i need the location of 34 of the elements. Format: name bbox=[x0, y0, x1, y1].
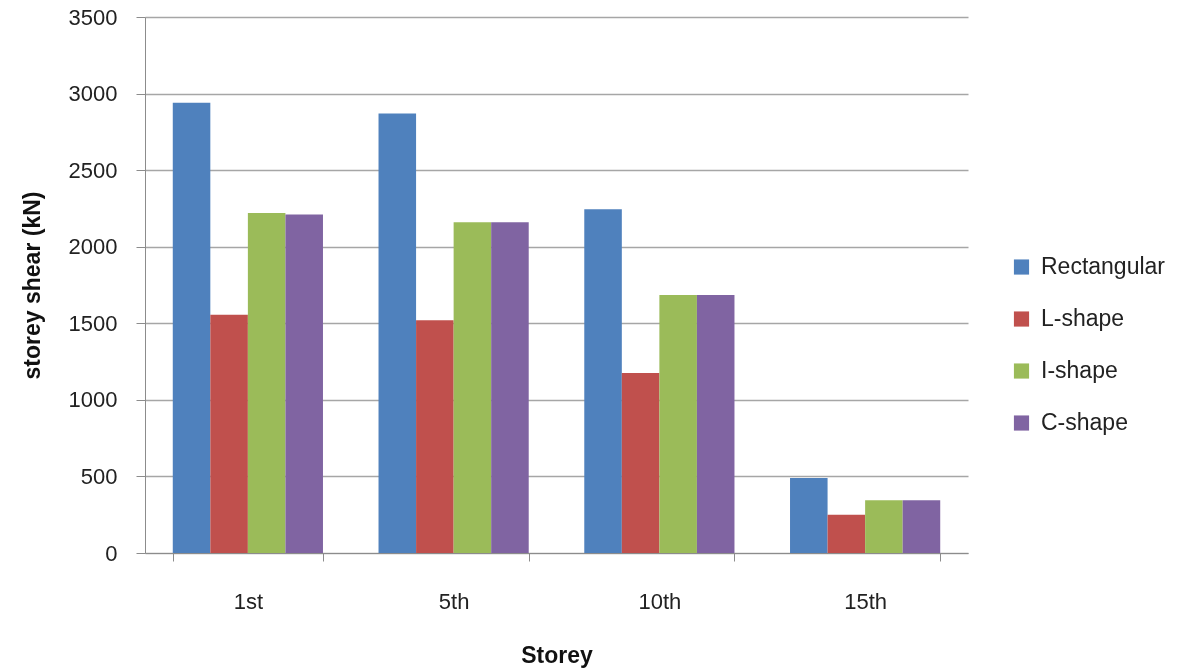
bar bbox=[247, 213, 286, 553]
y-axis-title: storey shear (kN) bbox=[18, 191, 45, 380]
x-axis-title: Storey bbox=[521, 641, 593, 668]
legend-label: Rectangular bbox=[1041, 253, 1166, 280]
bar bbox=[453, 222, 492, 553]
y-tick-label: 1000 bbox=[68, 387, 118, 413]
bar bbox=[172, 102, 211, 553]
bar bbox=[584, 209, 622, 553]
bar bbox=[210, 314, 248, 553]
bar bbox=[902, 500, 941, 553]
y-tick-label: 2000 bbox=[68, 234, 118, 260]
bar bbox=[491, 222, 529, 553]
legend-label: L-shape bbox=[1041, 305, 1125, 332]
bar bbox=[790, 477, 828, 553]
bar bbox=[865, 500, 903, 553]
y-tick-label: 2500 bbox=[68, 157, 118, 183]
bar bbox=[827, 514, 866, 553]
x-tick-label: 15th bbox=[844, 588, 888, 614]
x-tick-label: 1st bbox=[233, 588, 264, 614]
bar bbox=[696, 294, 735, 553]
legend-label: I-shape bbox=[1041, 357, 1118, 384]
y-tick-label: 3000 bbox=[68, 81, 118, 107]
bar bbox=[416, 320, 454, 553]
y-tick-label: 1500 bbox=[68, 310, 118, 336]
bar bbox=[285, 214, 323, 553]
legend-label: C-shape bbox=[1041, 409, 1128, 436]
y-tick-label: 0 bbox=[105, 540, 118, 566]
y-tick-label: 3500 bbox=[68, 4, 118, 30]
y-tick-label: 500 bbox=[80, 463, 118, 489]
x-tick-label: 10th bbox=[638, 588, 682, 614]
bar bbox=[659, 294, 697, 553]
x-tick-label: 5th bbox=[438, 588, 470, 614]
bar bbox=[378, 113, 417, 553]
bar bbox=[621, 373, 660, 553]
